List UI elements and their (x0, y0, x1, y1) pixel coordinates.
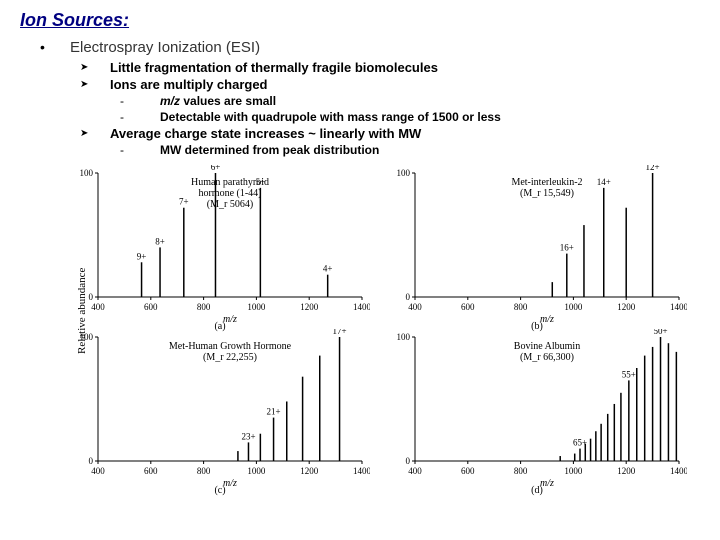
svg-text:4+: 4+ (323, 264, 333, 274)
svg-text:400: 400 (91, 302, 105, 312)
svg-text:17+: 17+ (333, 329, 347, 336)
subtitle-text: Electrospray Ionization (ESI) (70, 39, 260, 56)
svg-text:Human parathyroid: Human parathyroid (191, 177, 269, 188)
chart-d: 0100400600800100012001400m/z65+55+50+Bov… (387, 329, 687, 489)
svg-text:400: 400 (408, 302, 422, 312)
dash-marker: - (120, 110, 160, 124)
svg-text:1400: 1400 (670, 466, 687, 476)
arrow-icon: ➤ (80, 77, 110, 90)
bullet-3: ➤ Average charge state increases ~ linea… (80, 126, 700, 141)
svg-text:100: 100 (80, 332, 94, 342)
svg-text:800: 800 (514, 302, 528, 312)
svg-text:600: 600 (461, 466, 475, 476)
page-title: Ion Sources: (20, 10, 700, 31)
svg-text:400: 400 (91, 466, 105, 476)
svg-text:100: 100 (397, 168, 411, 178)
svg-text:800: 800 (197, 302, 211, 312)
svg-text:100: 100 (397, 332, 411, 342)
svg-text:0: 0 (89, 456, 94, 466)
bullet-1-text: Little fragmentation of thermally fragil… (110, 60, 438, 75)
svg-text:600: 600 (144, 466, 158, 476)
svg-text:0: 0 (89, 292, 94, 302)
sub-2a-text: m/z values are small (160, 94, 276, 108)
svg-text:1000: 1000 (247, 466, 266, 476)
sub-bullet-2a: - m/z values are small (120, 94, 700, 108)
svg-text:1400: 1400 (670, 302, 687, 312)
svg-text:600: 600 (144, 302, 158, 312)
svg-text:1000: 1000 (564, 466, 583, 476)
arrow-icon: ➤ (80, 126, 110, 139)
svg-text:Bovine Albumin: Bovine Albumin (514, 341, 580, 352)
svg-text:8+: 8+ (155, 236, 165, 246)
svg-text:600: 600 (461, 302, 475, 312)
svg-text:16+: 16+ (560, 243, 574, 253)
svg-text:9+: 9+ (137, 251, 147, 261)
chart-b: 0100400600800100012001400m/z16+14+12+Met… (387, 165, 687, 325)
svg-text:7+: 7+ (179, 197, 189, 207)
dash-marker: - (120, 143, 160, 157)
svg-text:hormone (1-44): hormone (1-44) (198, 188, 261, 199)
svg-text:1200: 1200 (300, 466, 319, 476)
svg-text:55+: 55+ (622, 369, 636, 379)
sub-2b-text: Detectable with quadrupole with mass ran… (160, 110, 501, 124)
bullet-3-text: Average charge state increases ~ linearl… (110, 126, 421, 141)
bullet-2-text: Ions are multiply charged (110, 77, 268, 92)
svg-text:800: 800 (197, 466, 211, 476)
svg-text:1200: 1200 (300, 302, 319, 312)
svg-text:Met-Human Growth Hormone: Met-Human Growth Hormone (169, 341, 292, 352)
dash-marker: - (120, 94, 160, 108)
svg-text:1400: 1400 (353, 302, 370, 312)
svg-text:(M_r 22,255): (M_r 22,255) (203, 352, 257, 363)
svg-text:Met-interleukin-2: Met-interleukin-2 (511, 177, 582, 188)
svg-text:0: 0 (406, 456, 411, 466)
sub-bullet-2b: - Detectable with quadrupole with mass r… (120, 110, 700, 124)
svg-text:1200: 1200 (617, 302, 636, 312)
svg-text:1000: 1000 (564, 302, 583, 312)
svg-text:14+: 14+ (597, 177, 611, 187)
bullet-2: ➤ Ions are multiply charged (80, 77, 700, 92)
svg-text:(M_r 5064): (M_r 5064) (207, 199, 253, 210)
charts-grid: 0100400600800100012001400m/z9+8+7+6+5+4+… (70, 165, 700, 489)
svg-text:1000: 1000 (247, 302, 266, 312)
svg-text:(M_r 66,300): (M_r 66,300) (520, 352, 574, 363)
bullet-marker: • (40, 39, 70, 55)
sub-bullet-3a: - MW determined from peak distribution (120, 143, 700, 157)
svg-text:100: 100 (80, 168, 94, 178)
chart-a: 0100400600800100012001400m/z9+8+7+6+5+4+… (70, 165, 370, 325)
svg-text:12+: 12+ (646, 165, 660, 172)
chart-c: 0100400600800100012001400m/z23+21+17+Met… (70, 329, 370, 489)
svg-text:1400: 1400 (353, 466, 370, 476)
svg-text:400: 400 (408, 466, 422, 476)
svg-text:(M_r 15,549): (M_r 15,549) (520, 188, 574, 199)
svg-text:800: 800 (514, 466, 528, 476)
sub-3a-text: MW determined from peak distribution (160, 143, 379, 157)
svg-text:6+: 6+ (211, 165, 221, 172)
svg-text:50+: 50+ (653, 329, 667, 336)
svg-text:1200: 1200 (617, 466, 636, 476)
bullet-1: ➤ Little fragmentation of thermally frag… (80, 60, 700, 75)
svg-text:21+: 21+ (267, 407, 281, 417)
bullet-main: • Electrospray Ionization (ESI) (40, 39, 700, 56)
svg-text:23+: 23+ (241, 431, 255, 441)
svg-text:0: 0 (406, 292, 411, 302)
arrow-icon: ➤ (80, 60, 110, 73)
